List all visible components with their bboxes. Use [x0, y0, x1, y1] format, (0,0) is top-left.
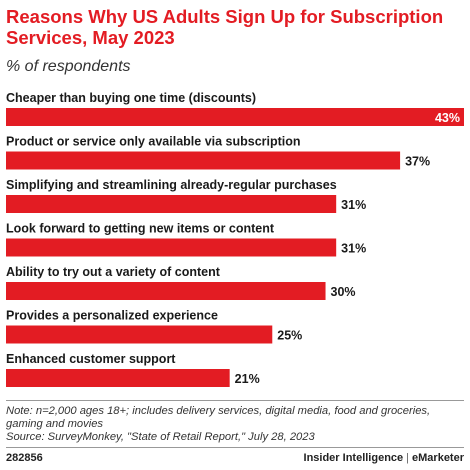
- value-label: 25%: [277, 329, 302, 343]
- category-label: Product or service only available via su…: [6, 135, 301, 149]
- bar: [6, 195, 337, 213]
- source-text: Source: SurveyMonkey, "State of Retail R…: [6, 431, 315, 443]
- brand-emarketer: eMarketer: [412, 452, 464, 464]
- category-label: Look forward to getting new items or con…: [6, 222, 275, 236]
- footnote: Note: n=2,000 ages 18+; includes deliver…: [6, 405, 464, 444]
- category-label: Simplifying and streamlining already-reg…: [6, 178, 337, 192]
- footer-divider-bottom: [6, 447, 464, 448]
- value-label: 21%: [235, 372, 260, 386]
- category-label: Ability to try out a variety of content: [6, 265, 221, 279]
- category-label: Provides a personalized experience: [6, 309, 218, 323]
- value-label: 31%: [341, 242, 366, 256]
- value-label: 43%: [435, 111, 460, 125]
- brand: Insider Intelligence | eMarketer: [304, 452, 464, 464]
- category-label: Enhanced customer support: [6, 352, 176, 366]
- bar: [6, 151, 401, 170]
- category-label: Cheaper than buying one time (discounts): [6, 91, 256, 105]
- bar: [6, 325, 273, 344]
- bar-chart: Cheaper than buying one time (discounts)…: [6, 91, 464, 387]
- brand-insider: Insider Intelligence: [303, 452, 404, 464]
- value-label: 37%: [405, 155, 430, 169]
- chart-id: 282856: [6, 452, 43, 464]
- value-label: 31%: [341, 198, 366, 212]
- chart-title: Reasons Why US Adults Sign Up for Subscr…: [6, 6, 444, 48]
- footer-divider: [6, 400, 464, 401]
- bar: [6, 238, 337, 257]
- chart-subtitle: % of respondents: [6, 58, 131, 75]
- bar: [6, 369, 230, 387]
- bar: [6, 282, 326, 300]
- bar: [6, 108, 464, 126]
- note-text: Note: n=2,000 ages 18+; includes deliver…: [6, 405, 431, 430]
- brand-separator: |: [406, 452, 410, 464]
- value-label: 30%: [331, 285, 356, 299]
